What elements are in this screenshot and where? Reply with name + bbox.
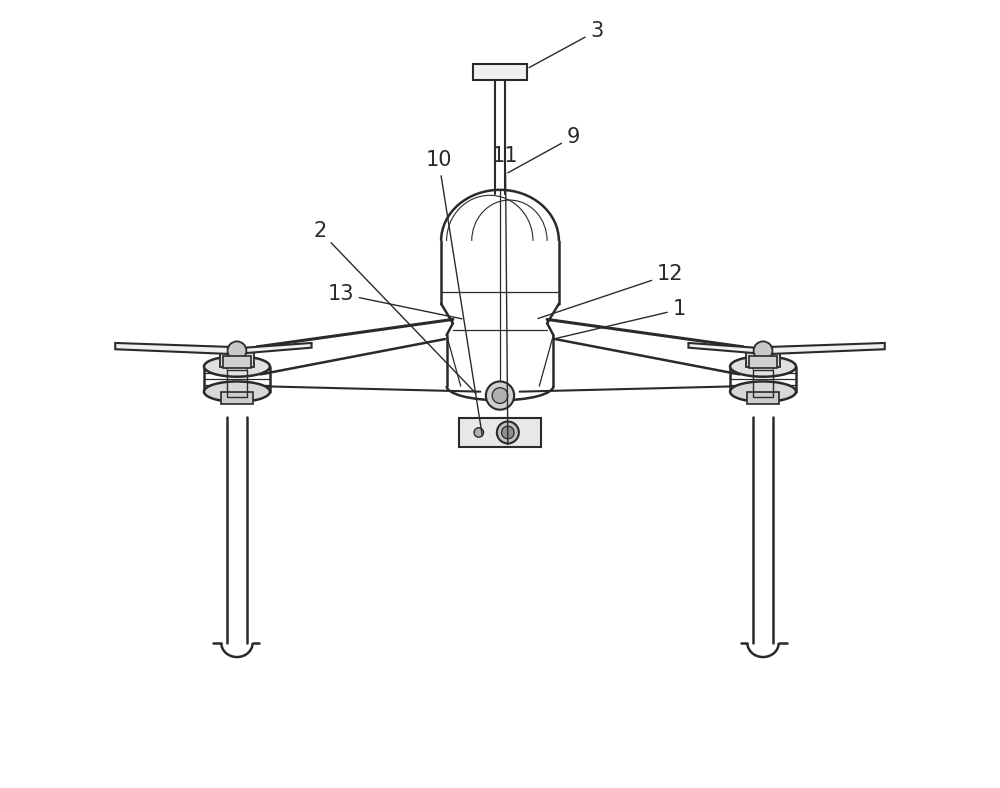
Circle shape [502, 426, 514, 439]
Circle shape [474, 428, 484, 437]
Ellipse shape [730, 356, 796, 377]
Polygon shape [115, 343, 229, 354]
Circle shape [492, 388, 508, 403]
Bar [473, 64, 527, 80]
Circle shape [497, 422, 519, 444]
Text: 13: 13 [327, 284, 462, 319]
Circle shape [228, 341, 246, 360]
Polygon shape [688, 343, 755, 353]
Ellipse shape [730, 381, 796, 402]
Bar [227, 370, 247, 397]
Ellipse shape [204, 356, 270, 377]
Circle shape [486, 381, 514, 410]
Polygon shape [245, 343, 312, 353]
Text: 3: 3 [529, 20, 604, 68]
Text: 2: 2 [313, 221, 476, 393]
Bar [747, 392, 779, 404]
Bar [220, 352, 254, 366]
Text: 12: 12 [538, 264, 684, 318]
Text: 10: 10 [425, 151, 482, 436]
Bar [223, 355, 251, 368]
Text: 11: 11 [492, 147, 519, 444]
Bar [753, 370, 773, 397]
Bar [749, 355, 777, 368]
Circle shape [754, 341, 772, 360]
Bar [221, 392, 253, 404]
Bar [746, 352, 780, 366]
Ellipse shape [204, 381, 270, 402]
Polygon shape [771, 343, 885, 354]
Bar [459, 418, 541, 448]
Text: 9: 9 [508, 127, 580, 173]
Text: 1: 1 [556, 299, 686, 338]
